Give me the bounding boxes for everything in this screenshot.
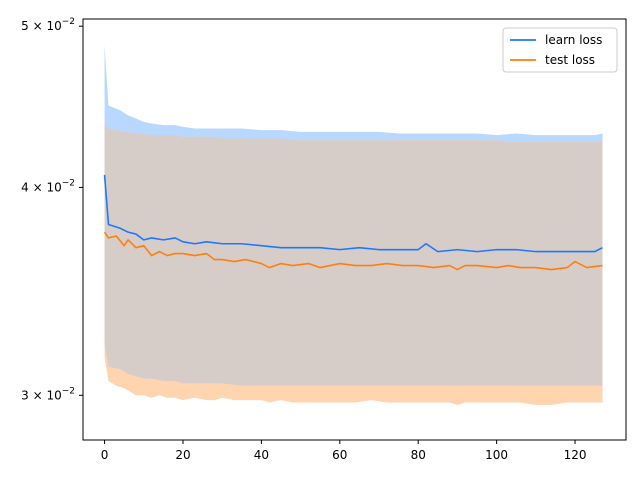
legend: learn loss test loss	[502, 27, 618, 73]
y-axis: 3 × 10−2 4 × 10−2 5 × 10−2	[21, 17, 83, 402]
y-tick-label: 3 × 10−2	[21, 386, 75, 402]
y-tick-label: 4 × 10−2	[21, 178, 75, 194]
x-tick-label: 120	[564, 448, 587, 462]
band-overlap	[104, 123, 603, 386]
y-tick-label: 5 × 10−2	[21, 17, 75, 33]
legend-label-test: test loss	[545, 53, 595, 67]
x-tick-label: 60	[332, 448, 347, 462]
x-tick-label: 20	[175, 448, 190, 462]
x-tick-label: 0	[101, 448, 109, 462]
plot-area-frame	[82, 18, 627, 441]
learn-loss-line	[103, 174, 603, 253]
series-lines	[103, 174, 603, 271]
legend-label-learn: learn loss	[545, 33, 602, 47]
test-loss-line	[103, 231, 603, 271]
legend-box	[502, 27, 618, 73]
x-axis: 0 20 40 60 80 100 120	[101, 440, 587, 462]
x-tick-label: 80	[411, 448, 426, 462]
confidence-bands	[104, 45, 603, 405]
x-tick-label: 40	[254, 448, 269, 462]
x-tick-label: 100	[485, 448, 508, 462]
